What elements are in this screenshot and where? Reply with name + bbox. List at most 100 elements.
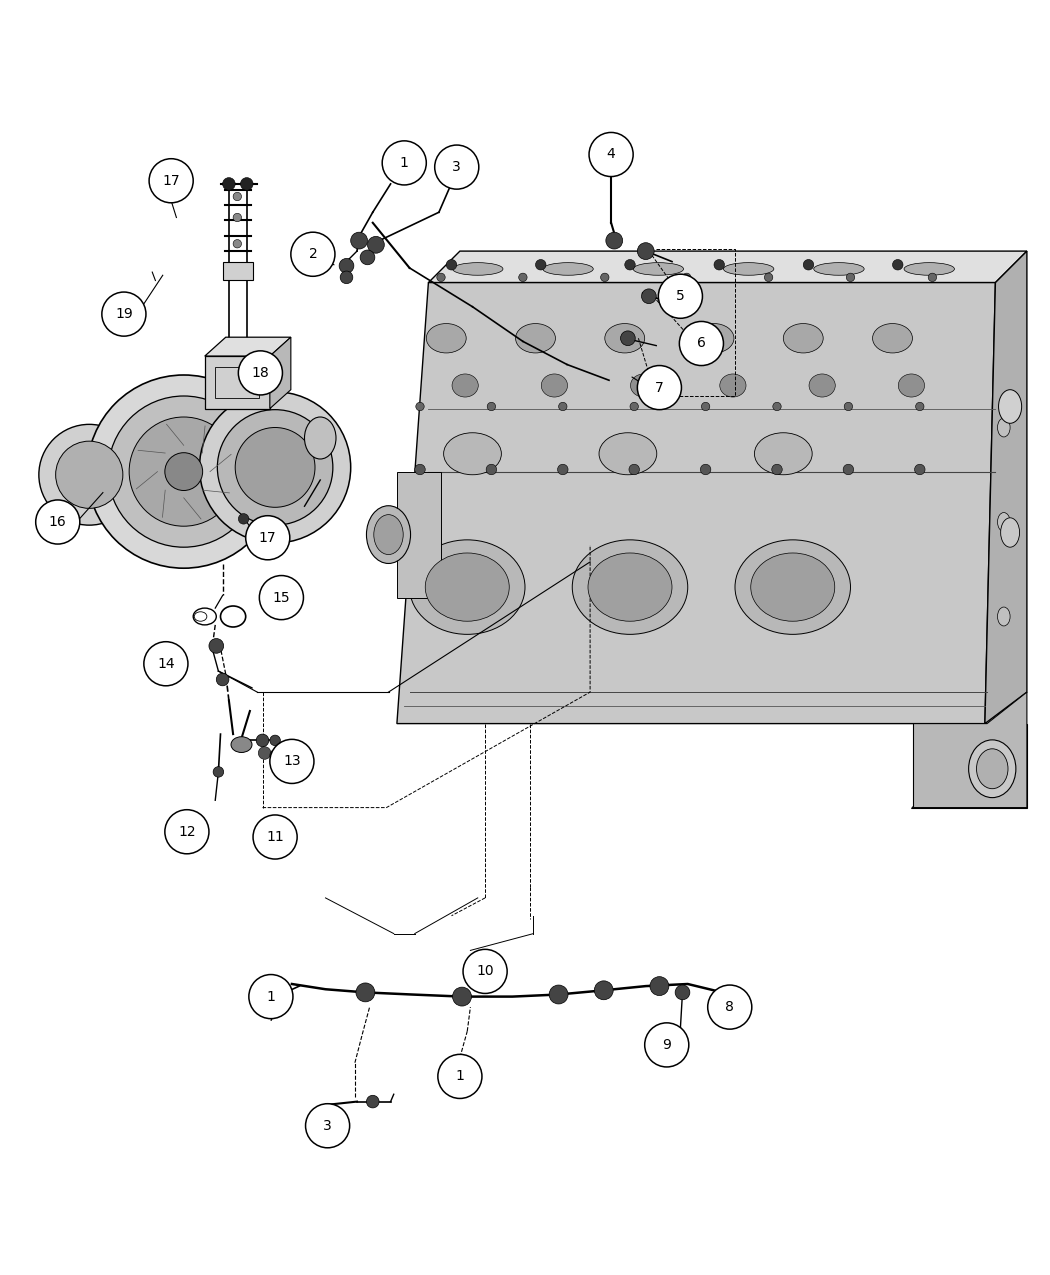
Ellipse shape — [220, 606, 246, 627]
Polygon shape — [428, 251, 1027, 283]
Circle shape — [102, 292, 146, 337]
Polygon shape — [270, 337, 291, 408]
Text: 11: 11 — [267, 830, 284, 844]
Circle shape — [559, 403, 567, 411]
Circle shape — [549, 986, 568, 1003]
Text: 7: 7 — [655, 381, 664, 394]
Ellipse shape — [998, 418, 1010, 437]
Circle shape — [233, 213, 242, 222]
Polygon shape — [205, 337, 291, 356]
Text: 4: 4 — [607, 148, 615, 162]
Ellipse shape — [452, 374, 479, 397]
Circle shape — [416, 403, 424, 411]
Circle shape — [415, 464, 425, 474]
Circle shape — [625, 260, 635, 270]
Circle shape — [233, 193, 242, 200]
Ellipse shape — [754, 432, 813, 474]
Ellipse shape — [1001, 518, 1020, 547]
Ellipse shape — [633, 263, 684, 275]
Circle shape — [36, 500, 80, 544]
Ellipse shape — [814, 263, 864, 275]
Ellipse shape — [542, 374, 567, 397]
Circle shape — [637, 242, 654, 260]
Circle shape — [223, 177, 235, 190]
Circle shape — [772, 464, 782, 474]
Ellipse shape — [425, 553, 509, 621]
Circle shape — [209, 639, 224, 653]
Circle shape — [39, 425, 140, 525]
Text: 1: 1 — [400, 156, 408, 170]
Circle shape — [270, 736, 280, 746]
Circle shape — [629, 464, 639, 474]
Ellipse shape — [904, 263, 954, 275]
Circle shape — [701, 403, 710, 411]
Circle shape — [437, 273, 445, 282]
Ellipse shape — [605, 324, 645, 353]
Circle shape — [679, 321, 723, 366]
Circle shape — [253, 815, 297, 859]
Circle shape — [240, 177, 253, 190]
Circle shape — [446, 260, 457, 270]
Circle shape — [306, 1104, 350, 1148]
Text: 6: 6 — [697, 337, 706, 351]
Text: 16: 16 — [49, 515, 66, 529]
Ellipse shape — [443, 432, 502, 474]
Circle shape — [165, 453, 203, 491]
Circle shape — [700, 464, 711, 474]
Circle shape — [129, 417, 238, 527]
Ellipse shape — [723, 263, 774, 275]
Circle shape — [108, 397, 259, 547]
Ellipse shape — [968, 740, 1016, 798]
Ellipse shape — [998, 513, 1010, 532]
Polygon shape — [205, 356, 270, 408]
Circle shape — [928, 273, 937, 282]
Ellipse shape — [193, 608, 216, 625]
Ellipse shape — [426, 324, 466, 353]
Circle shape — [536, 260, 546, 270]
Polygon shape — [914, 692, 1027, 807]
Text: 3: 3 — [323, 1118, 332, 1132]
Circle shape — [165, 810, 209, 854]
Circle shape — [438, 1054, 482, 1099]
Circle shape — [270, 740, 314, 783]
Ellipse shape — [720, 374, 747, 397]
Ellipse shape — [588, 553, 672, 621]
Ellipse shape — [808, 374, 836, 397]
Circle shape — [658, 274, 702, 319]
Ellipse shape — [598, 432, 657, 474]
Text: 15: 15 — [273, 590, 290, 604]
Circle shape — [843, 464, 854, 474]
Circle shape — [382, 140, 426, 185]
Circle shape — [238, 514, 249, 524]
Ellipse shape — [516, 324, 555, 353]
Ellipse shape — [873, 324, 912, 353]
Ellipse shape — [410, 539, 525, 635]
Ellipse shape — [630, 374, 657, 397]
Ellipse shape — [453, 263, 503, 275]
Polygon shape — [911, 724, 1027, 807]
Circle shape — [270, 750, 280, 760]
Circle shape — [200, 391, 351, 543]
Text: 19: 19 — [116, 307, 132, 321]
Circle shape — [144, 641, 188, 686]
Ellipse shape — [899, 374, 925, 397]
Circle shape — [558, 464, 568, 474]
Polygon shape — [397, 472, 441, 598]
Circle shape — [291, 232, 335, 277]
Text: 18: 18 — [252, 366, 269, 380]
Text: 1: 1 — [267, 989, 275, 1003]
Circle shape — [351, 232, 368, 249]
Text: 5: 5 — [676, 289, 685, 303]
Circle shape — [149, 158, 193, 203]
Circle shape — [356, 983, 375, 1002]
Ellipse shape — [999, 390, 1022, 423]
Ellipse shape — [374, 515, 403, 555]
Ellipse shape — [366, 506, 411, 564]
Circle shape — [606, 232, 623, 249]
Polygon shape — [223, 261, 253, 280]
Text: 17: 17 — [163, 173, 180, 187]
Ellipse shape — [783, 324, 823, 353]
Circle shape — [773, 403, 781, 411]
Ellipse shape — [543, 263, 593, 275]
Circle shape — [642, 289, 656, 303]
